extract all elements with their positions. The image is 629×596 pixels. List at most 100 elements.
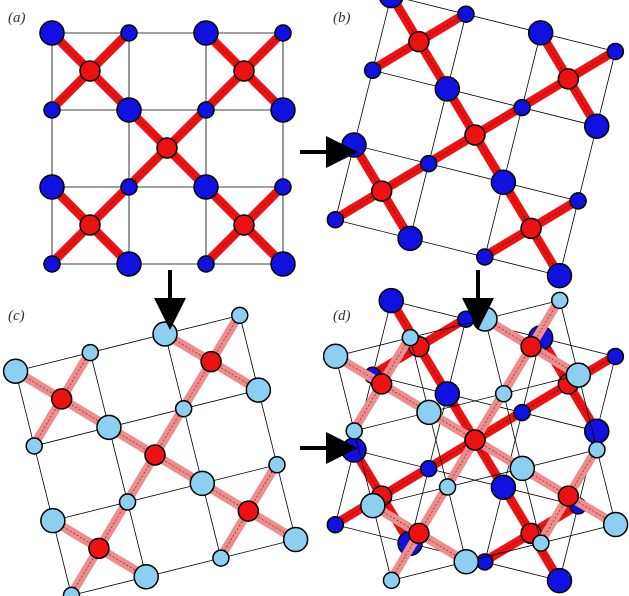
red-atom bbox=[520, 335, 542, 358]
frame-line bbox=[484, 32, 542, 258]
blue-atom bbox=[565, 362, 592, 388]
blue-atom bbox=[197, 255, 215, 273]
blue-atom bbox=[212, 549, 230, 567]
frame-line bbox=[391, 524, 616, 581]
blue-atom bbox=[193, 20, 219, 46]
red-atom bbox=[557, 485, 580, 507]
blue-atom bbox=[326, 210, 345, 229]
blue-atom bbox=[606, 347, 625, 366]
blue-atom bbox=[360, 492, 386, 519]
frame-line bbox=[409, 337, 467, 562]
blue-atom bbox=[382, 571, 401, 590]
blue-atom bbox=[193, 174, 219, 200]
red-atom bbox=[464, 124, 486, 146]
blue-atom bbox=[378, 287, 404, 314]
frame-line bbox=[372, 69, 597, 127]
blue-atom bbox=[341, 437, 367, 463]
frame-line bbox=[239, 315, 297, 540]
blue-atom bbox=[62, 586, 81, 596]
blue-atom bbox=[416, 399, 442, 426]
blue-atom bbox=[494, 384, 513, 403]
blue-atom bbox=[118, 493, 137, 511]
blue-atom bbox=[230, 306, 249, 325]
arrows bbox=[154, 136, 494, 464]
red-atom bbox=[233, 60, 255, 82]
frame-line bbox=[15, 314, 240, 372]
blue-atom bbox=[120, 178, 138, 196]
frame-line bbox=[354, 374, 579, 432]
frame-line bbox=[164, 333, 222, 559]
red-atom bbox=[408, 30, 430, 53]
red-atom bbox=[144, 444, 166, 466]
blue-atom bbox=[490, 169, 517, 196]
frame-line bbox=[372, 449, 598, 507]
frame-line bbox=[34, 389, 259, 447]
blue-atom bbox=[509, 455, 536, 482]
frame-line bbox=[335, 299, 560, 357]
frame-line bbox=[335, 219, 560, 277]
blue-atom bbox=[401, 328, 420, 347]
blue-atom bbox=[490, 474, 517, 501]
blue-atom bbox=[40, 507, 66, 534]
red-atom bbox=[237, 500, 260, 522]
red-atom bbox=[88, 537, 110, 560]
blue-atom bbox=[268, 456, 286, 474]
blue-atom bbox=[43, 255, 61, 273]
red-atom bbox=[156, 137, 178, 159]
blue-atom bbox=[133, 563, 159, 590]
red-atom bbox=[408, 522, 430, 545]
blue-atom bbox=[120, 24, 138, 42]
blue-atom bbox=[476, 248, 494, 266]
blue-atom bbox=[282, 526, 309, 553]
blue-atom bbox=[457, 5, 475, 23]
frame-line bbox=[353, 144, 579, 202]
blue-atom bbox=[583, 418, 610, 444]
red-atom bbox=[520, 217, 542, 240]
blue-atom bbox=[270, 97, 296, 123]
frame-line bbox=[559, 300, 617, 525]
frame-line bbox=[89, 352, 147, 577]
red-atom bbox=[233, 214, 255, 236]
blue-atom bbox=[152, 321, 178, 347]
blue-atom bbox=[189, 470, 216, 497]
blue-atom bbox=[39, 174, 65, 200]
blue-atom bbox=[345, 422, 363, 440]
blue-atom bbox=[274, 178, 292, 196]
blue-atom bbox=[245, 377, 272, 403]
blue-atom bbox=[434, 76, 461, 102]
blue-atom bbox=[25, 437, 43, 455]
blue-atom bbox=[527, 20, 554, 46]
blue-atom bbox=[513, 98, 531, 117]
blue-atom bbox=[96, 414, 122, 441]
frame-line bbox=[71, 539, 296, 596]
blue-atom bbox=[326, 515, 345, 534]
red-atom bbox=[557, 68, 580, 90]
frame-line bbox=[334, 0, 391, 220]
blue-atom bbox=[81, 343, 100, 362]
red-atom bbox=[370, 373, 393, 395]
frame-line bbox=[484, 337, 542, 563]
frame-line bbox=[15, 371, 72, 596]
blue-atom bbox=[43, 101, 61, 119]
blue-atom bbox=[546, 567, 573, 594]
blue-atom bbox=[197, 101, 215, 119]
blue-atom bbox=[546, 262, 573, 289]
blue-atom bbox=[174, 399, 193, 418]
blue-atom bbox=[397, 225, 423, 252]
blue-atom bbox=[513, 403, 531, 422]
red-atom bbox=[200, 350, 222, 373]
blue-atom bbox=[363, 61, 382, 80]
red-atom bbox=[370, 180, 393, 202]
panel-label: (c) bbox=[8, 308, 25, 324]
frame-line bbox=[353, 449, 579, 507]
blue-atom bbox=[274, 24, 292, 42]
blue-atom bbox=[569, 192, 587, 210]
blue-atom bbox=[270, 251, 296, 277]
frame-line bbox=[484, 318, 542, 544]
blue-atom bbox=[116, 97, 142, 123]
blue-atom bbox=[453, 548, 479, 575]
blue-atom bbox=[116, 251, 142, 277]
red-atom bbox=[50, 388, 73, 410]
